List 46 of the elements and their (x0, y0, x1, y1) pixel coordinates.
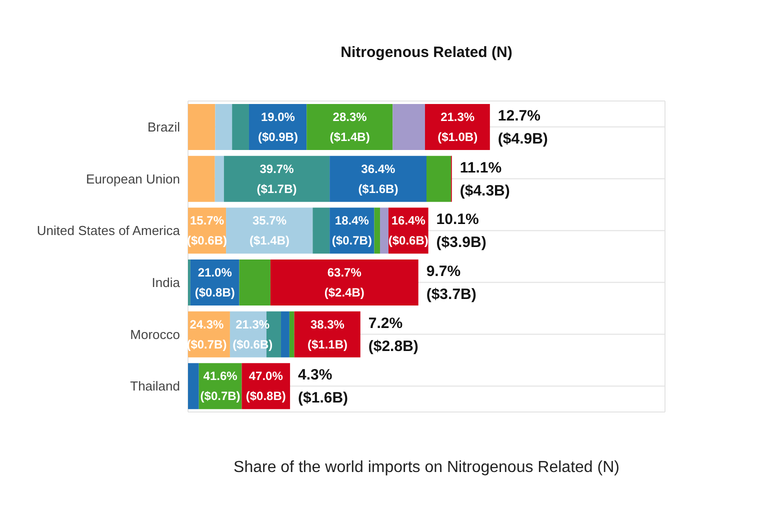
bar (280, 311, 290, 358)
annotation: 63.7% ($2.4B) (324, 265, 364, 300)
bar (380, 208, 388, 254)
bar (306, 104, 393, 150)
bar (330, 156, 426, 202)
annotation: 47.0% ($0.8B) (246, 369, 286, 404)
total-label: 11.1% ($4.3B) (460, 158, 510, 199)
y-tick-label: Thailand (130, 378, 180, 394)
bar (214, 156, 224, 202)
total-label: 10.1% ($3.9B) (436, 210, 486, 251)
annotation: 38.3% ($1.1B) (307, 317, 348, 352)
annotation: 35.7% ($1.4B) (250, 214, 290, 248)
annotation: 19.0% ($0.9B) (258, 110, 298, 144)
bar (392, 104, 425, 150)
total-label: 7.2% ($2.8B) (368, 314, 418, 354)
annotation: 28.3% ($1.4B) (330, 110, 370, 144)
annotation: 36.4% ($1.6B) (358, 162, 398, 196)
x-axis-title: Share of the world imports on Nitrogenous Related (N) (234, 459, 620, 476)
total-label: 12.7% ($4.9B) (498, 107, 548, 147)
y-tick-label: Brazil (147, 120, 180, 135)
annotation: 18.4% ($0.7B) (332, 214, 372, 248)
y-tick-label: United States of America (36, 223, 181, 238)
bar (239, 260, 270, 306)
bar (188, 156, 215, 202)
bar (270, 260, 418, 306)
bar (224, 156, 330, 202)
bar (215, 104, 232, 150)
annotation: 41.6% ($0.7B) (200, 369, 240, 404)
y-tick-label: Morocco (130, 326, 180, 342)
chart-title: Nitrogenous Related (N) (340, 44, 514, 61)
bar (232, 104, 249, 150)
bar (426, 156, 451, 202)
bar (289, 311, 294, 358)
bar (188, 104, 216, 150)
annotation: 21.3% ($1.0B) (438, 110, 478, 144)
bar (188, 363, 199, 410)
bar (312, 208, 330, 254)
total-label: 4.3% ($1.6B) (298, 366, 348, 406)
annotation: 21.0% ($0.8B) (194, 265, 235, 300)
y-tick-label: India (152, 275, 181, 290)
bar (226, 208, 313, 254)
annotation: 16.4% ($0.6B) (388, 214, 428, 248)
total-label: 9.7% ($3.7B) (426, 262, 476, 302)
annotation: 39.7% ($1.7B) (256, 162, 297, 196)
bar (374, 208, 380, 254)
y-tick-label: European Union (86, 171, 180, 186)
